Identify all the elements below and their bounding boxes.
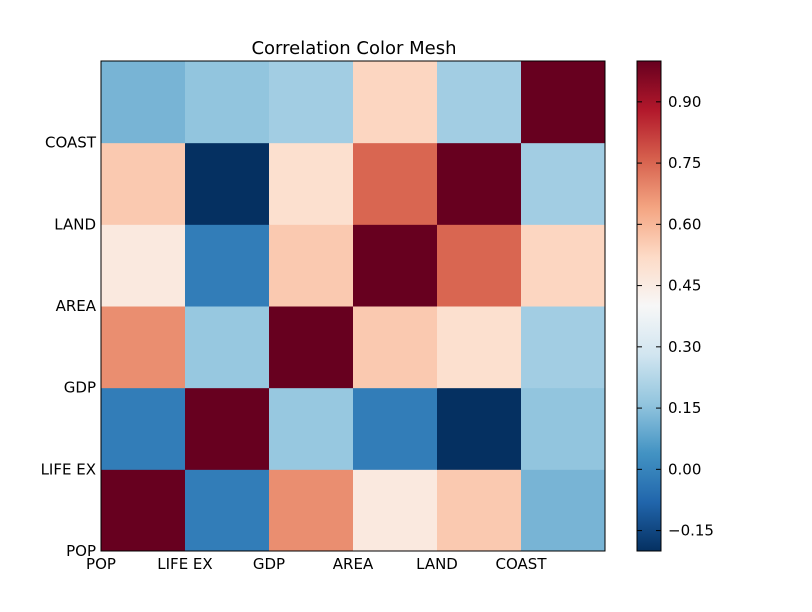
heatmap-cell-2-4 <box>437 306 522 389</box>
heatmap-cell-3-5 <box>521 224 606 307</box>
heatmap-cell-1-2 <box>269 387 354 470</box>
heatmap-cell-3-1 <box>185 224 270 307</box>
x-axis-ticks: POP LIFE EX GDP AREA LAND COAST <box>86 555 547 573</box>
plot-frame <box>100 60 606 552</box>
x-tick-label: LAND <box>416 555 458 573</box>
x-tick-label: LIFE EX <box>157 555 212 573</box>
heatmap-cell-0-4 <box>437 469 522 552</box>
colorbar-tick-label: 0.00 <box>668 460 701 478</box>
y-tick-label: AREA <box>56 297 97 315</box>
heatmap-cell-3-0 <box>101 224 186 307</box>
heatmap-cell-5-1 <box>185 61 270 144</box>
heatmap-cell-0-2 <box>269 469 354 552</box>
heatmap-cell-1-4 <box>437 387 522 470</box>
y-axis-ticks: POP LIFE EX GDP AREA LAND COAST <box>41 134 97 560</box>
heatmap-cell-2-0 <box>101 306 186 389</box>
y-tick-label: LAND <box>54 215 96 233</box>
y-tick-label: GDP <box>64 379 96 397</box>
colorbar-tick-label: 0.15 <box>668 399 701 417</box>
heatmap-cell-5-5 <box>521 61 606 144</box>
heatmap-cell-0-3 <box>353 469 438 552</box>
colorbar-tick-label: 0.30 <box>668 338 701 356</box>
heatmap-cell-1-0 <box>101 387 186 470</box>
colorbar <box>636 60 662 552</box>
y-tick-label: POP <box>66 542 96 560</box>
heatmap-cell-4-4 <box>437 142 522 225</box>
heatmap-cell-3-4 <box>437 224 522 307</box>
y-tick-label: COAST <box>45 134 97 152</box>
heatmap-cell-4-3 <box>353 142 438 225</box>
heatmap-cell-5-0 <box>101 61 186 144</box>
colorbar-tick-label: 0.60 <box>668 215 701 233</box>
heatmap-cell-1-5 <box>521 387 606 470</box>
x-tick-label: AREA <box>333 555 374 573</box>
heatmap-cell-1-3 <box>353 387 438 470</box>
y-tick-label: LIFE EX <box>41 460 96 478</box>
heatmap-cell-0-1 <box>185 469 270 552</box>
heatmap-cell-2-1 <box>185 306 270 389</box>
heatmap-cell-5-2 <box>269 61 354 144</box>
heatmap-cell-4-0 <box>101 142 186 225</box>
chart-title: Correlation Color Mesh <box>251 38 456 59</box>
heatmap-cell-4-1 <box>185 142 270 225</box>
colorbar-tick-label: 0.45 <box>668 277 701 295</box>
colorbar-ticks: −0.15 0.00 0.15 0.30 0.45 0.60 0.75 0.90 <box>637 93 714 540</box>
heatmap-cell-1-1 <box>185 387 270 470</box>
colorbar-tick-label: 0.90 <box>668 93 701 111</box>
heatmap-cell-2-5 <box>521 306 606 389</box>
heatmap-cell-0-5 <box>521 469 606 552</box>
colorbar-tick-label: 0.75 <box>668 154 701 172</box>
heatmap-cell-5-4 <box>437 61 522 144</box>
heatmap-cell-5-3 <box>353 61 438 144</box>
colorbar-tick-label: −0.15 <box>668 522 714 540</box>
x-tick-label: GDP <box>253 555 285 573</box>
x-tick-label: POP <box>86 555 116 573</box>
heatmap-cell-0-0 <box>101 469 186 552</box>
heatmap-cell-2-2 <box>269 306 354 389</box>
x-tick-label: COAST <box>496 555 548 573</box>
heatmap-cell-2-3 <box>353 306 438 389</box>
heatmap-cells <box>101 61 606 552</box>
heatmap-cell-3-2 <box>269 224 354 307</box>
heatmap-cell-3-3 <box>353 224 438 307</box>
heatmap-cell-4-2 <box>269 142 354 225</box>
heatmap-cell-4-5 <box>521 142 606 225</box>
